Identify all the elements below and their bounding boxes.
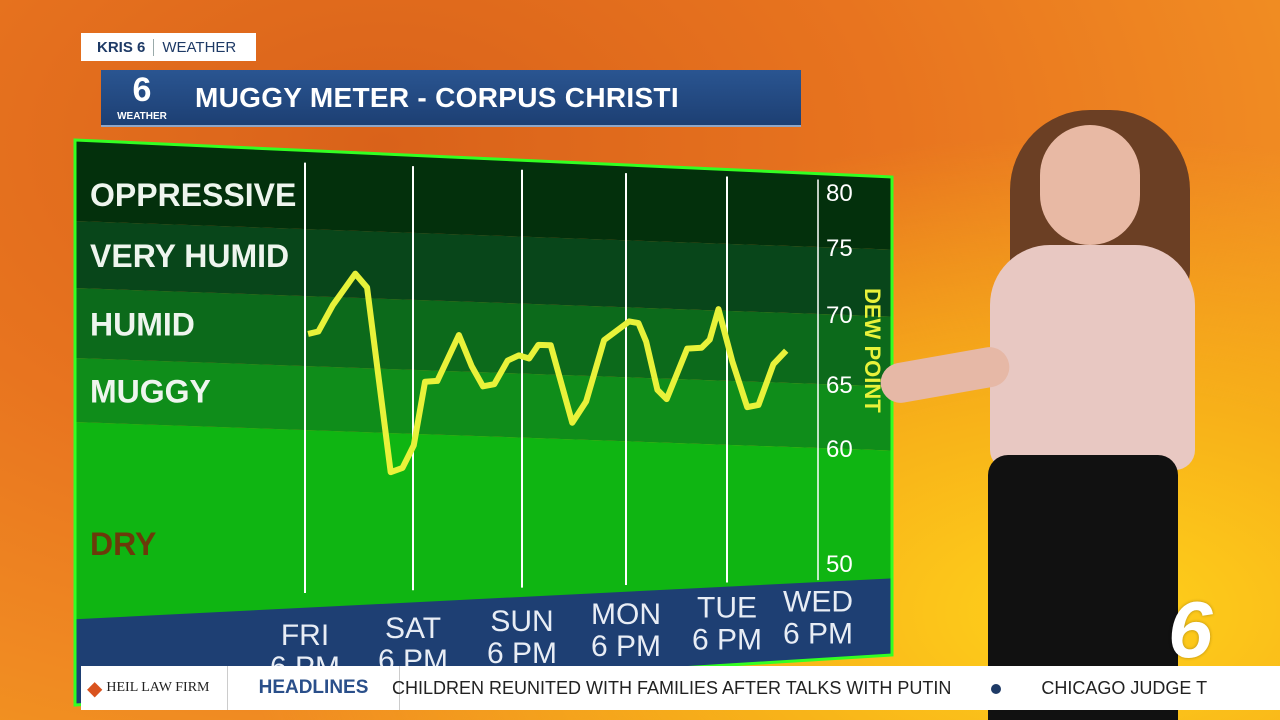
x-tick-day: WED <box>783 586 853 619</box>
section-name: WEATHER <box>153 38 236 56</box>
station-brand: KRIS 6 WEATHER <box>81 33 256 61</box>
title-bar: 6 WEATHER MUGGY METER - CORPUS CHRISTI <box>101 70 801 127</box>
band-label: VERY HUMID <box>90 238 289 274</box>
y-tick-label: 60 <box>826 436 853 463</box>
y-tick-label: 75 <box>826 235 853 262</box>
page-title: MUGGY METER - CORPUS CHRISTI <box>195 81 679 113</box>
chart-border <box>73 138 894 707</box>
band-very-humid <box>75 220 892 317</box>
band-label: MUGGY <box>90 374 211 410</box>
band-oppressive <box>75 140 892 250</box>
x-tick-time: 6 PM <box>591 630 661 663</box>
x-tick-time: 6 PM <box>783 618 853 651</box>
band-label: HUMID <box>90 307 195 343</box>
x-tick-day: SAT <box>385 612 441 645</box>
y-tick-label: 65 <box>826 372 853 399</box>
x-tick-time: 6 PM <box>692 624 762 657</box>
news-ticker: ◆ HEIL LAW FIRM HEADLINES CHILDREN REUNIT… <box>81 666 1280 710</box>
x-tick-day: SUN <box>490 605 553 638</box>
fox-logo-icon: ◆ <box>87 677 103 700</box>
band-humid <box>75 287 892 387</box>
dew-point-line <box>307 270 789 476</box>
station-watermark: 6 <box>1168 585 1213 674</box>
station-name: KRIS 6 <box>97 38 146 56</box>
ticker-story: CHILDREN REUNITED WITH FAMILIES AFTER TA… <box>392 677 952 698</box>
y-axis-label: DEW POINT <box>860 288 885 413</box>
sponsor: ◆ HEIL LAW FIRM <box>81 666 228 710</box>
weather-logo: 6 WEATHER <box>117 70 167 122</box>
band-muggy <box>75 357 892 451</box>
band-label: DRY <box>90 526 156 562</box>
headlines-label: HEADLINES <box>228 666 400 710</box>
x-tick-day: TUE <box>697 592 757 625</box>
y-tick-label: 70 <box>826 302 853 329</box>
separator-dot <box>991 683 1002 694</box>
x-tick-day: MON <box>591 598 661 631</box>
band-label: OPPRESSIVE <box>90 177 296 213</box>
y-tick-label: 50 <box>826 551 853 578</box>
y-tick-label: 80 <box>826 180 853 207</box>
x-tick-time: 6 PM <box>487 637 557 670</box>
ticker-story: CHICAGO JUDGE T <box>1041 677 1208 698</box>
x-tick-day: FRI <box>281 619 329 652</box>
